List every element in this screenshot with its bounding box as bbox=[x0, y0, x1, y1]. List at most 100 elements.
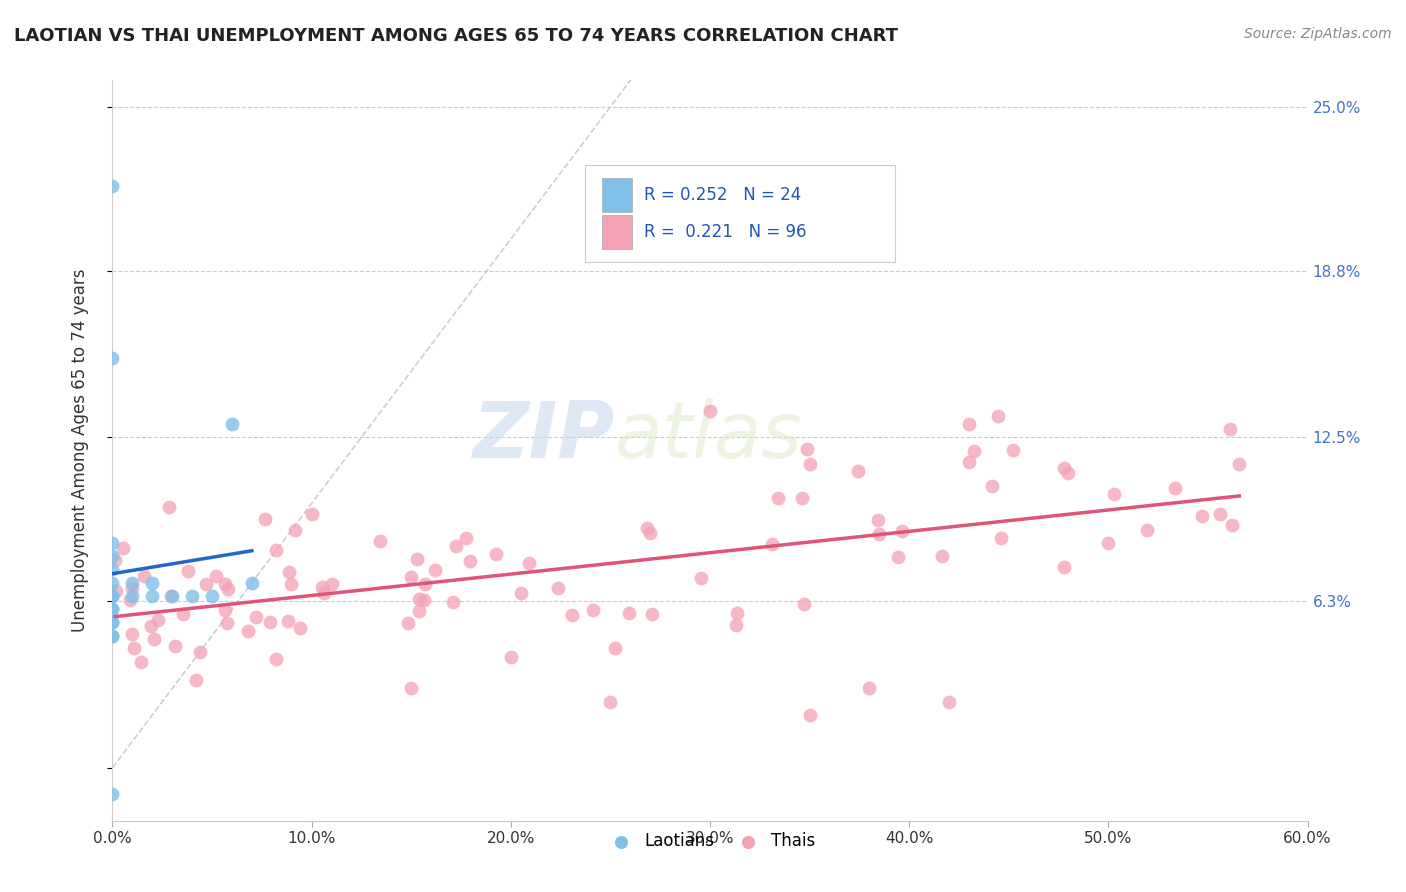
FancyBboxPatch shape bbox=[603, 215, 633, 249]
Point bbox=[266, 543, 288, 558]
Point bbox=[236, 624, 259, 639]
Point bbox=[1002, 442, 1025, 457]
Point bbox=[561, 607, 583, 622]
Point bbox=[858, 681, 880, 696]
Point bbox=[101, 615, 124, 630]
Point bbox=[641, 607, 664, 622]
Point bbox=[1219, 421, 1241, 435]
Point bbox=[408, 591, 430, 606]
Point bbox=[290, 621, 312, 635]
Point bbox=[605, 641, 627, 656]
Point bbox=[143, 632, 166, 647]
Point bbox=[582, 603, 605, 617]
Point bbox=[217, 582, 239, 597]
Point bbox=[104, 553, 127, 567]
Point bbox=[866, 513, 889, 527]
Point bbox=[240, 575, 263, 590]
Point bbox=[868, 527, 890, 541]
Point bbox=[799, 707, 821, 722]
Point bbox=[792, 491, 814, 505]
Point bbox=[129, 656, 152, 670]
Point bbox=[399, 569, 422, 583]
Point bbox=[368, 533, 391, 548]
Point bbox=[957, 455, 980, 469]
Point bbox=[638, 526, 661, 541]
Point bbox=[101, 787, 124, 801]
Point bbox=[141, 589, 163, 603]
Point bbox=[184, 673, 207, 687]
Point bbox=[321, 577, 343, 591]
Point bbox=[121, 581, 143, 595]
Text: R =  0.221   N = 96: R = 0.221 N = 96 bbox=[644, 223, 807, 241]
Point bbox=[101, 575, 124, 590]
Point bbox=[987, 409, 1010, 424]
Point bbox=[401, 681, 423, 696]
Point bbox=[112, 541, 135, 555]
Point bbox=[1097, 536, 1119, 550]
Point bbox=[938, 695, 960, 709]
Point bbox=[104, 583, 127, 598]
Point bbox=[215, 616, 238, 631]
Point bbox=[396, 616, 419, 631]
Point bbox=[159, 589, 181, 603]
Point bbox=[101, 615, 124, 630]
Point bbox=[101, 179, 124, 194]
Point bbox=[280, 577, 302, 591]
Point bbox=[725, 607, 748, 621]
Point bbox=[283, 523, 305, 537]
Point bbox=[699, 404, 721, 418]
Point bbox=[101, 629, 124, 643]
Point bbox=[408, 604, 430, 618]
Point bbox=[172, 607, 194, 621]
Point bbox=[221, 417, 243, 431]
Point bbox=[1056, 466, 1078, 480]
Point bbox=[118, 593, 141, 607]
Point bbox=[177, 564, 200, 578]
Point bbox=[146, 613, 169, 627]
Point bbox=[157, 500, 180, 515]
Point bbox=[793, 597, 815, 611]
Point bbox=[547, 581, 569, 595]
Point bbox=[412, 592, 434, 607]
Point bbox=[214, 603, 236, 617]
Point bbox=[1209, 507, 1232, 521]
Point bbox=[446, 540, 468, 554]
Point bbox=[132, 568, 155, 582]
Point bbox=[690, 571, 713, 585]
Text: LAOTIAN VS THAI UNEMPLOYMENT AMONG AGES 65 TO 74 YEARS CORRELATION CHART: LAOTIAN VS THAI UNEMPLOYMENT AMONG AGES … bbox=[14, 27, 898, 45]
Point bbox=[980, 479, 1002, 493]
Point bbox=[214, 577, 236, 591]
Point bbox=[1052, 560, 1074, 574]
Point bbox=[121, 589, 143, 603]
Point bbox=[887, 550, 910, 565]
Point bbox=[963, 443, 986, 458]
Point bbox=[101, 562, 124, 576]
Point bbox=[768, 491, 790, 505]
Point bbox=[195, 576, 218, 591]
Point bbox=[1191, 509, 1213, 524]
Point bbox=[796, 442, 818, 456]
Point bbox=[846, 464, 869, 478]
Point bbox=[990, 531, 1012, 545]
Point bbox=[312, 586, 335, 600]
Text: R = 0.252   N = 24: R = 0.252 N = 24 bbox=[644, 186, 801, 204]
Point bbox=[101, 589, 124, 603]
Text: ZIP: ZIP bbox=[472, 398, 614, 474]
Point bbox=[253, 512, 276, 526]
Point bbox=[458, 554, 481, 568]
Point bbox=[761, 537, 783, 551]
Point bbox=[311, 580, 333, 594]
Legend: Laotians, Thais: Laotians, Thais bbox=[598, 825, 823, 856]
Point bbox=[725, 618, 748, 632]
FancyBboxPatch shape bbox=[603, 178, 633, 211]
Point bbox=[101, 549, 124, 564]
Point bbox=[205, 569, 228, 583]
Point bbox=[277, 614, 299, 628]
Point bbox=[245, 610, 267, 624]
Point bbox=[264, 652, 287, 666]
Point bbox=[101, 629, 124, 643]
Point bbox=[456, 531, 478, 545]
Point bbox=[278, 565, 301, 579]
Point bbox=[413, 577, 436, 591]
Point bbox=[1053, 461, 1076, 475]
